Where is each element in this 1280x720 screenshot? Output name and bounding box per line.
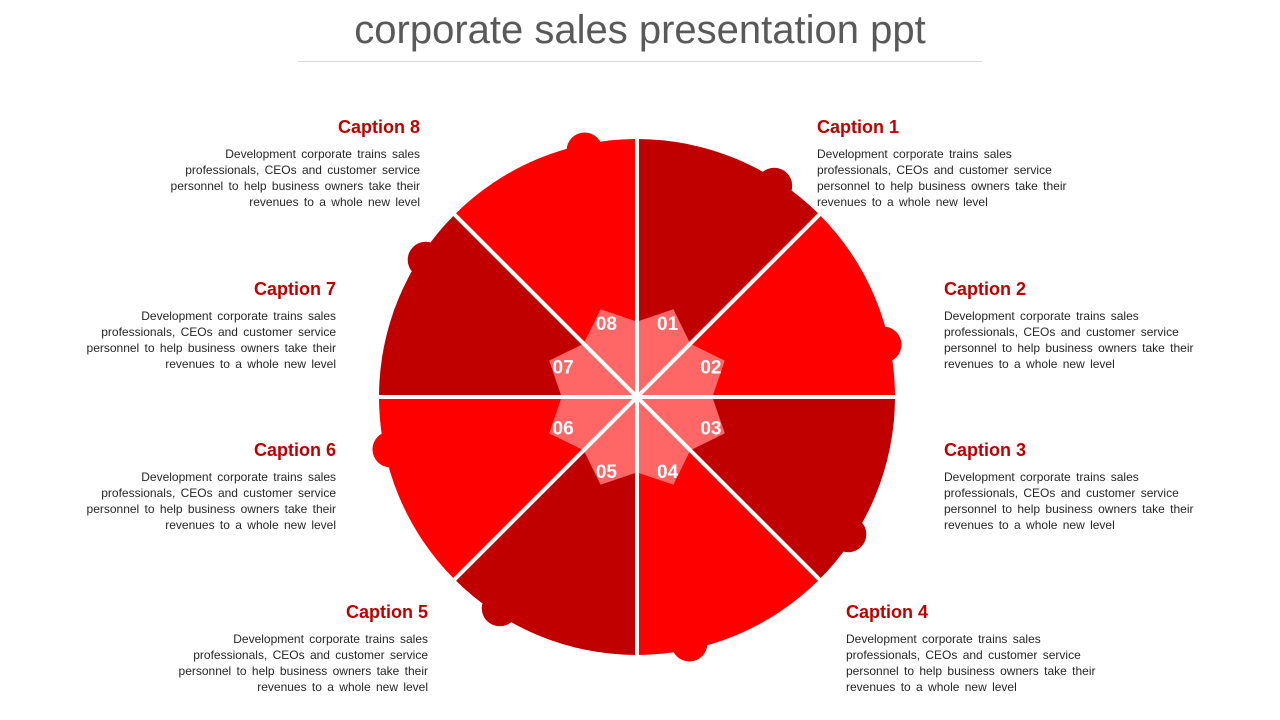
- caption-block-1: Caption 1 Development corporate trains s…: [817, 117, 1079, 210]
- caption-text-7: Development corporate trains sales profe…: [86, 309, 336, 371]
- segment-number-02: 02: [700, 357, 721, 378]
- caption-text-1: Development corporate trains sales profe…: [817, 147, 1067, 209]
- caption-heading-3: Caption 3: [944, 440, 1027, 460]
- caption-text-8: Development corporate trains sales profe…: [170, 147, 420, 209]
- segment-divider: [450, 395, 639, 584]
- caption-text-3: Development corporate trains sales profe…: [944, 470, 1194, 532]
- caption-heading-7: Caption 7: [253, 279, 336, 299]
- segment-number-06: 06: [553, 419, 574, 440]
- caption-heading-1: Caption 1: [817, 117, 900, 137]
- slide-title: corporate sales presentation ppt: [354, 8, 926, 52]
- caption-block-5: Caption 5 Development corporate trains s…: [166, 602, 428, 695]
- segment-number-05: 05: [596, 462, 618, 483]
- title-underline: [298, 61, 982, 62]
- caption-block-2: Caption 2 Development corporate trains s…: [944, 279, 1206, 372]
- caption-heading-8: Caption 8: [337, 117, 420, 137]
- caption-text-4: Development corporate trains sales profe…: [846, 632, 1096, 694]
- caption-text-6: Development corporate trains sales profe…: [86, 470, 336, 532]
- caption-text-2: Development corporate trains sales profe…: [944, 309, 1194, 371]
- caption-heading-2: Caption 2: [944, 279, 1027, 299]
- caption-block-4: Caption 4 Development corporate trains s…: [846, 602, 1108, 695]
- segment-number-03: 03: [700, 419, 721, 440]
- caption-block-6: Caption 6 Development corporate trains s…: [74, 440, 336, 533]
- segment-divider: [635, 395, 824, 584]
- segment-divider: [635, 210, 824, 399]
- caption-heading-4: Caption 4: [846, 602, 929, 622]
- caption-block-7: Caption 7 Development corporate trains s…: [74, 279, 336, 372]
- caption-text-5: Development corporate trains sales profe…: [178, 632, 428, 694]
- caption-block-3: Caption 3 Development corporate trains s…: [944, 440, 1206, 533]
- caption-block-8: Caption 8 Development corporate trains s…: [158, 117, 420, 210]
- segment-number-04: 04: [657, 462, 679, 483]
- segment-number-07: 07: [553, 357, 574, 378]
- caption-heading-6: Caption 6: [253, 440, 336, 460]
- caption-heading-5: Caption 5: [345, 602, 428, 622]
- segment-number-01: 01: [657, 314, 679, 335]
- segment-divider: [450, 210, 639, 399]
- segment-number-08: 08: [596, 314, 617, 335]
